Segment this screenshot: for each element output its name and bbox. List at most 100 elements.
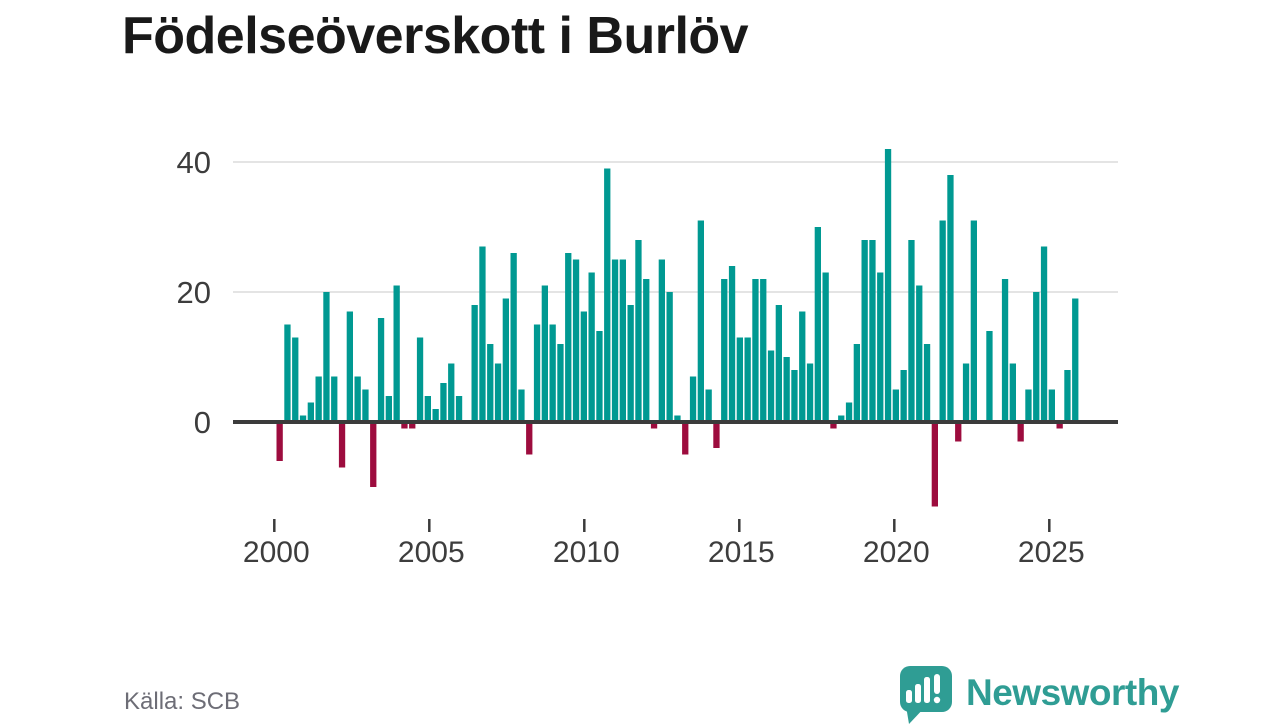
bar-2004-q2-value--1[interactable] bbox=[409, 422, 416, 429]
bar-2012-q3-value-20[interactable] bbox=[666, 292, 673, 422]
bar-2014-q3-value-24[interactable] bbox=[728, 266, 736, 422]
bar-2015-q4-value-11[interactable] bbox=[767, 350, 775, 423]
bar-2009-q1-value-12[interactable] bbox=[557, 344, 564, 422]
bar-2024-q1-value-5[interactable] bbox=[1025, 389, 1032, 423]
bar-2019-q4-value-5[interactable] bbox=[892, 389, 899, 423]
bar-2005-q2-value-6[interactable] bbox=[440, 383, 447, 422]
bar-2003-q3-value-4[interactable] bbox=[385, 396, 392, 422]
bar-2014-q4-value-13[interactable] bbox=[736, 337, 743, 423]
bar-2016-q1-value-18[interactable] bbox=[775, 305, 782, 422]
bar-2008-q3-value-21[interactable] bbox=[541, 285, 548, 423]
bar-2005-q3-value-9[interactable] bbox=[448, 363, 455, 423]
bar-2009-q2-value-26[interactable] bbox=[565, 253, 572, 422]
bar-2011-q4-value-22[interactable] bbox=[643, 279, 650, 422]
bar-2007-q2-value-19[interactable] bbox=[502, 298, 509, 423]
bar-2008-q4-value-15[interactable] bbox=[549, 324, 556, 423]
bar-2012-q4-value-1[interactable] bbox=[674, 415, 681, 423]
bar-2011-q1-value-25[interactable] bbox=[619, 259, 626, 423]
bar-2024-q2-value-20[interactable] bbox=[1033, 292, 1040, 422]
bar-2010-q1-value-23[interactable] bbox=[588, 272, 595, 423]
bar-2010-q3-value-39[interactable] bbox=[604, 168, 611, 423]
bar-2015-q2-value-22[interactable] bbox=[752, 279, 759, 422]
bar-2001-q3-value-20[interactable] bbox=[323, 292, 330, 422]
bar-2017-q4-value--1[interactable] bbox=[830, 422, 837, 429]
bar-2011-q3-value-28[interactable] bbox=[635, 240, 642, 422]
bar-2016-q2-value-10[interactable] bbox=[783, 357, 790, 422]
bar-2018-q2-value-3[interactable] bbox=[845, 402, 853, 423]
bar-2002-q3-value-7[interactable] bbox=[354, 376, 361, 423]
bar-2014-q1-value--4[interactable] bbox=[713, 422, 720, 448]
bar-2010-q2-value-14[interactable] bbox=[596, 331, 603, 422]
bar-2015-q3-value-22[interactable] bbox=[760, 279, 767, 422]
bar-2001-q1-value-3[interactable] bbox=[307, 402, 314, 423]
bar-2012-q2-value-25[interactable] bbox=[658, 259, 665, 423]
bar-2002-q1-value--7[interactable] bbox=[338, 422, 346, 468]
bar-2020-q4-value-12[interactable] bbox=[923, 344, 931, 422]
bar-2019-q1-value-28[interactable] bbox=[869, 240, 876, 422]
bar-2022-q4-value-14[interactable] bbox=[986, 331, 993, 422]
bar-2003-q2-value-16[interactable] bbox=[377, 318, 385, 422]
bar-2003-q4-value-21[interactable] bbox=[393, 285, 400, 423]
bar-2000-q4-value-1[interactable] bbox=[299, 415, 307, 423]
bar-2002-q2-value-17[interactable] bbox=[346, 311, 353, 423]
bar-2023-q4-value--3[interactable] bbox=[1017, 422, 1024, 442]
bar-2018-q3-value-12[interactable] bbox=[853, 344, 860, 422]
bar-2011-q2-value-18[interactable] bbox=[627, 305, 634, 422]
bar-2020-q1-value-8[interactable] bbox=[900, 370, 907, 422]
bar-2017-q1-value-9[interactable] bbox=[806, 363, 814, 423]
bar-2017-q3-value-23[interactable] bbox=[822, 272, 829, 423]
bar-2019-q3-value-42[interactable] bbox=[884, 149, 892, 422]
bar-2000-q2-value-15[interactable] bbox=[284, 324, 291, 423]
bar-2013-q4-value-5[interactable] bbox=[705, 389, 712, 423]
bar-2023-q2-value-22[interactable] bbox=[1001, 279, 1009, 422]
bar-2021-q3-value-38[interactable] bbox=[947, 175, 954, 422]
bar-2004-q3-value-13[interactable] bbox=[416, 337, 424, 423]
bar-2013-q1-value--5[interactable] bbox=[682, 422, 689, 455]
bar-2015-q1-value-13[interactable] bbox=[744, 337, 751, 423]
bar-2000-q1-value--6[interactable] bbox=[276, 422, 283, 461]
bar-2017-q2-value-30[interactable] bbox=[814, 227, 821, 422]
bar-2009-q3-value-25[interactable] bbox=[572, 259, 580, 423]
bar-2006-q4-value-12[interactable] bbox=[487, 344, 494, 422]
bar-2003-q1-value--10[interactable] bbox=[370, 422, 377, 487]
bar-2014-q2-value-22[interactable] bbox=[721, 279, 728, 422]
bar-2020-q3-value-21[interactable] bbox=[916, 285, 923, 423]
bar-2018-q1-value-1[interactable] bbox=[838, 415, 845, 423]
bar-2004-q4-value-4[interactable] bbox=[424, 396, 431, 422]
bar-2001-q4-value-7[interactable] bbox=[331, 376, 338, 423]
bar-2002-q4-value-5[interactable] bbox=[362, 389, 369, 423]
bar-2007-q1-value-9[interactable] bbox=[494, 363, 502, 423]
bar-2013-q2-value-7[interactable] bbox=[689, 376, 697, 423]
bar-2024-q4-value-5[interactable] bbox=[1048, 389, 1055, 423]
bar-2021-q2-value-31[interactable] bbox=[939, 220, 946, 423]
bar-2007-q3-value-26[interactable] bbox=[510, 253, 517, 422]
newsworthy-logo[interactable]: Newsworthy bbox=[898, 664, 1179, 726]
bar-2025-q1-value--1[interactable] bbox=[1056, 422, 1063, 429]
bar-2006-q3-value-27[interactable] bbox=[479, 246, 486, 423]
bar-2025-q2-value-8[interactable] bbox=[1064, 370, 1071, 422]
bar-2009-q4-value-17[interactable] bbox=[580, 311, 587, 423]
bar-2008-q1-value--5[interactable] bbox=[526, 422, 533, 455]
bar-2006-q2-value-18[interactable] bbox=[471, 305, 478, 422]
bar-2005-q1-value-2[interactable] bbox=[432, 409, 439, 422]
bar-2016-q4-value-17[interactable] bbox=[799, 311, 806, 423]
bar-2021-q1-value--13[interactable] bbox=[931, 422, 938, 507]
bar-2019-q2-value-23[interactable] bbox=[877, 272, 884, 423]
bar-2010-q4-value-25[interactable] bbox=[611, 259, 619, 423]
bar-2001-q2-value-7[interactable] bbox=[315, 376, 322, 423]
bar-2022-q2-value-31[interactable] bbox=[970, 220, 977, 423]
bar-2016-q3-value-8[interactable] bbox=[791, 370, 798, 422]
bar-2005-q4-value-4[interactable] bbox=[455, 396, 463, 422]
bar-2023-q3-value-9[interactable] bbox=[1009, 363, 1016, 423]
bar-2008-q2-value-15[interactable] bbox=[533, 324, 541, 423]
bar-2020-q2-value-28[interactable] bbox=[908, 240, 915, 422]
bar-2004-q1-value--1[interactable] bbox=[401, 422, 408, 429]
bar-2013-q3-value-31[interactable] bbox=[697, 220, 704, 423]
bar-2007-q4-value-5[interactable] bbox=[518, 389, 525, 423]
bar-2021-q4-value--3[interactable] bbox=[955, 422, 962, 442]
bar-2018-q4-value-28[interactable] bbox=[861, 240, 868, 422]
bar-2000-q3-value-13[interactable] bbox=[292, 337, 299, 423]
bar-2022-q1-value-9[interactable] bbox=[962, 363, 970, 423]
bar-2024-q3-value-27[interactable] bbox=[1040, 246, 1048, 423]
bar-2012-q1-value--1[interactable] bbox=[650, 422, 658, 429]
